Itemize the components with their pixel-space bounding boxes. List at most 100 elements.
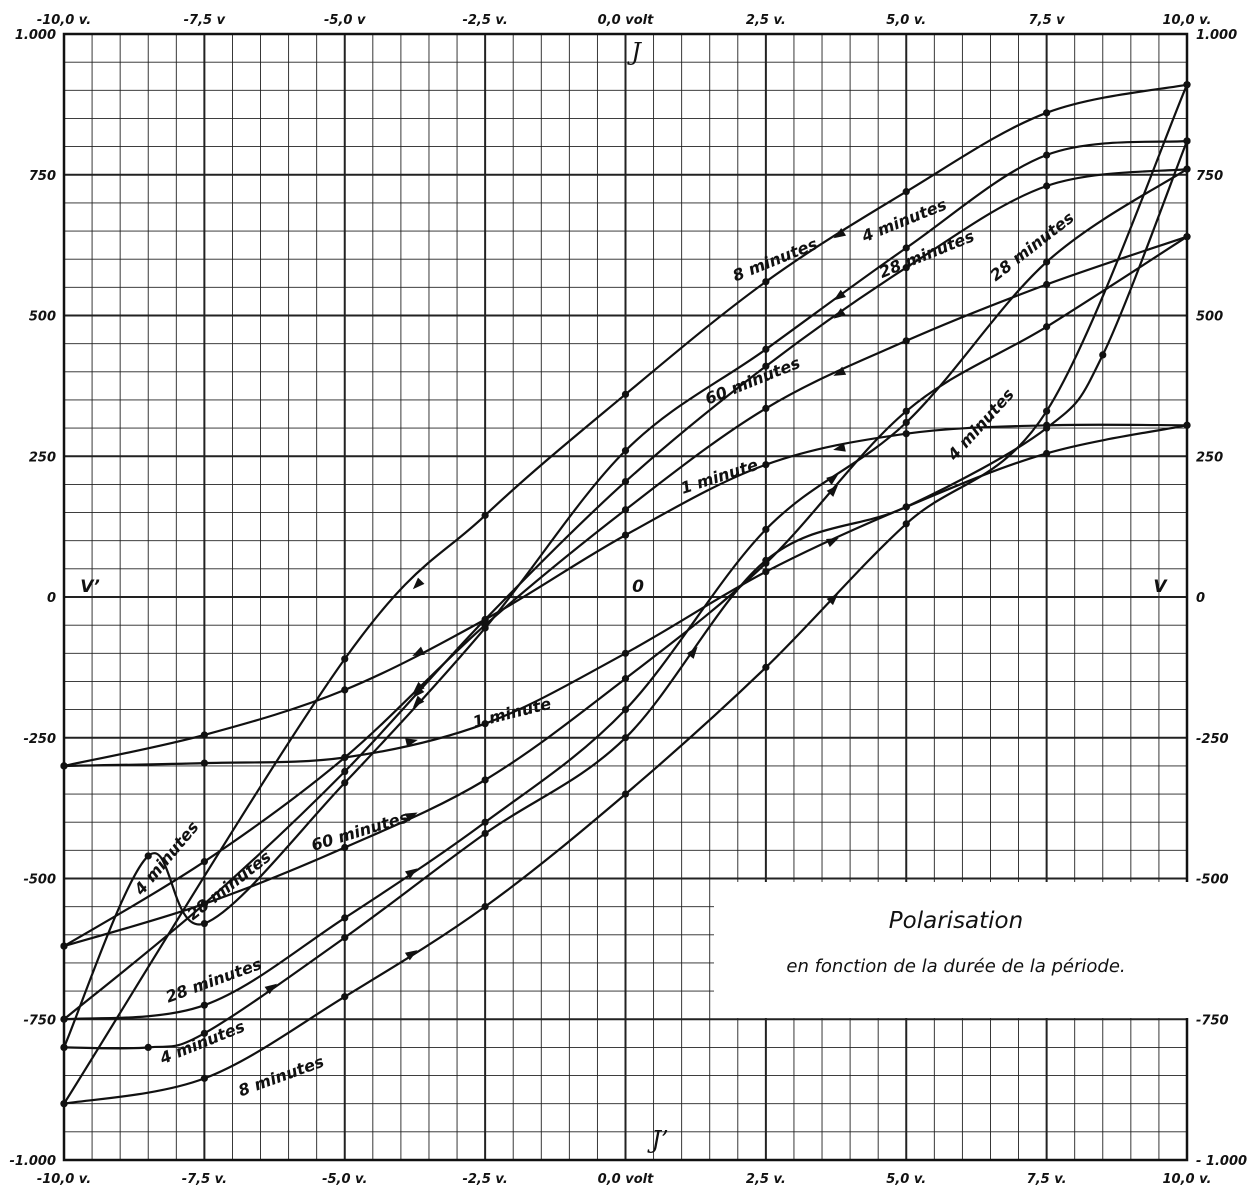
data-point-8-minutes (60, 1100, 68, 1108)
data-point-1-minute (902, 430, 910, 438)
data-point-8-minutes (481, 903, 489, 911)
data-point-8-minutes (200, 1074, 208, 1082)
y-tick-label-left: 1.000 (15, 28, 56, 43)
data-point-8-minutes (341, 993, 349, 1001)
x-tick-label-top: -10,0 v. (37, 13, 91, 28)
data-point-1-minute (762, 461, 770, 469)
x-tick-label-bottom: 5,0 v. (886, 1172, 926, 1187)
data-point-60-minutes (200, 858, 208, 866)
arrow-28-minutes-lower (826, 474, 839, 485)
data-point-28-minutes (762, 525, 770, 534)
data-point-60-minutes (902, 337, 910, 345)
data-point-28-minutes (1043, 182, 1051, 190)
curve-4-minutes-lower (63, 140, 1189, 1050)
y-tick-label-left: 750 (29, 169, 56, 184)
curve-label: 4 minutes (943, 385, 1018, 465)
arrow-28-minutes-lower (404, 868, 418, 879)
curve-label: 60 minutes (309, 807, 411, 855)
data-point-8-minutes (1183, 81, 1191, 89)
data-point-4-minutes (762, 556, 770, 565)
y-tick-label-right: -500 (1196, 873, 1229, 888)
data-point-1-minute (621, 649, 630, 657)
data-point-1-minute (621, 531, 630, 539)
data-point-28-minutes (341, 767, 349, 776)
curve-label: 8 minutes (236, 1052, 327, 1101)
chart-subtitle: en fonction de la durée de la période. (786, 956, 1126, 977)
curve-label: 28 minutes (163, 954, 264, 1006)
origin-label: 0 (632, 577, 644, 597)
data-point-1-minute (1043, 449, 1051, 458)
x-tick-label-bottom: 0,0 volt (598, 1172, 654, 1187)
x-tick-label-top: -7,5 v (184, 13, 226, 28)
data-point-8-minutes (481, 511, 489, 519)
data-point-60-minutes (1043, 280, 1051, 289)
data-point-28-minutes (481, 615, 489, 624)
data-point-28-minutes (1043, 258, 1051, 266)
arrow-1-minute-lower (826, 538, 839, 548)
data-point-4-minutes (621, 447, 630, 455)
data-point-60-minutes (621, 506, 630, 514)
arrow-8-minutes-lower (826, 593, 839, 606)
data-point-28-minutes (341, 914, 349, 922)
plot-frame (62, 32, 1189, 1162)
data-point-60-minutes (60, 942, 68, 950)
data-point-8-minutes (902, 188, 910, 196)
data-point-4-minutes (200, 919, 208, 928)
data-point-4-minutes (60, 1043, 68, 1051)
data-point-28-minutes (762, 362, 770, 370)
data-point-4-minutes (902, 244, 910, 252)
chart-title-box: Polarisation en fonction de la durée de … (714, 882, 1198, 1018)
y-tick-label-right: 0 (1196, 591, 1205, 606)
data-point-28-minutes (200, 900, 208, 908)
data-point-4-minutes (902, 503, 910, 511)
arrow-4-minutes-lower (686, 646, 698, 659)
data-point-8-minutes (762, 663, 770, 671)
x-tick-label-bottom: 2,5 v. (746, 1172, 786, 1187)
arrow-60-minutes-lower (826, 485, 839, 497)
data-point-1-minute (60, 762, 68, 770)
data-point-8-minutes (762, 278, 770, 286)
y-tick-label-right: 250 (1196, 450, 1223, 465)
data-point-4-minutes (1099, 351, 1107, 359)
data-point-4-minutes (1043, 151, 1051, 159)
data-point-1-minute (481, 720, 489, 728)
data-point-1-minute (341, 686, 349, 694)
curve-4-minutes-upper (62, 139, 1188, 1048)
y-tick-label-right: - 1.000 (1196, 1154, 1247, 1169)
arrow-60-minutes-lower (404, 812, 418, 822)
arrow-28-minutes-upper (412, 685, 425, 698)
arrow-60-minutes-upper (833, 366, 847, 376)
x-tick-label-bottom: 7,5 v. (1027, 1172, 1067, 1187)
arrow-1-minute-upper (833, 442, 846, 452)
data-point-4-minutes (200, 1029, 208, 1037)
curve-28-minutes-lower (63, 168, 1188, 1021)
y-axis-letter-bottom: J’ (646, 1126, 668, 1154)
data-point-60-minutes (341, 843, 349, 852)
data-point-1-minute (1183, 421, 1191, 429)
curve-label: 1 minute (471, 694, 554, 732)
x-axis-letter-right: V (1153, 577, 1168, 597)
x-tick-label-top: 0,0 volt (598, 13, 654, 28)
data-point-60-minutes (621, 675, 630, 683)
x-tick-label-top: 7,5 v (1029, 13, 1066, 28)
chart-title: Polarisation (888, 908, 1024, 934)
y-tick-label-right: -750 (1196, 1013, 1229, 1028)
y-tick-label-left: 250 (29, 450, 56, 465)
data-point-60-minutes (762, 404, 770, 412)
x-tick-label-top: -2,5 v. (462, 13, 507, 28)
y-tick-label-left: 500 (29, 310, 56, 325)
data-point-8-minutes (621, 390, 630, 398)
arrow-4-minutes-upper (833, 289, 846, 301)
data-point-60-minutes (1183, 233, 1191, 241)
data-point-28-minutes (902, 418, 910, 427)
x-tick-label-bottom: 10,0 v. (1163, 1172, 1212, 1187)
x-tick-label-top: 5,0 v. (886, 13, 926, 28)
y-tick-label-left: 0 (47, 591, 56, 606)
y-tick-label-right: -250 (1196, 732, 1229, 747)
data-point-60-minutes (341, 753, 349, 762)
data-point-8-minutes (902, 520, 910, 528)
data-point-1-minute (200, 731, 208, 739)
curve-label: 4 minutes (156, 1017, 247, 1069)
data-point-8-minutes (1043, 407, 1051, 415)
